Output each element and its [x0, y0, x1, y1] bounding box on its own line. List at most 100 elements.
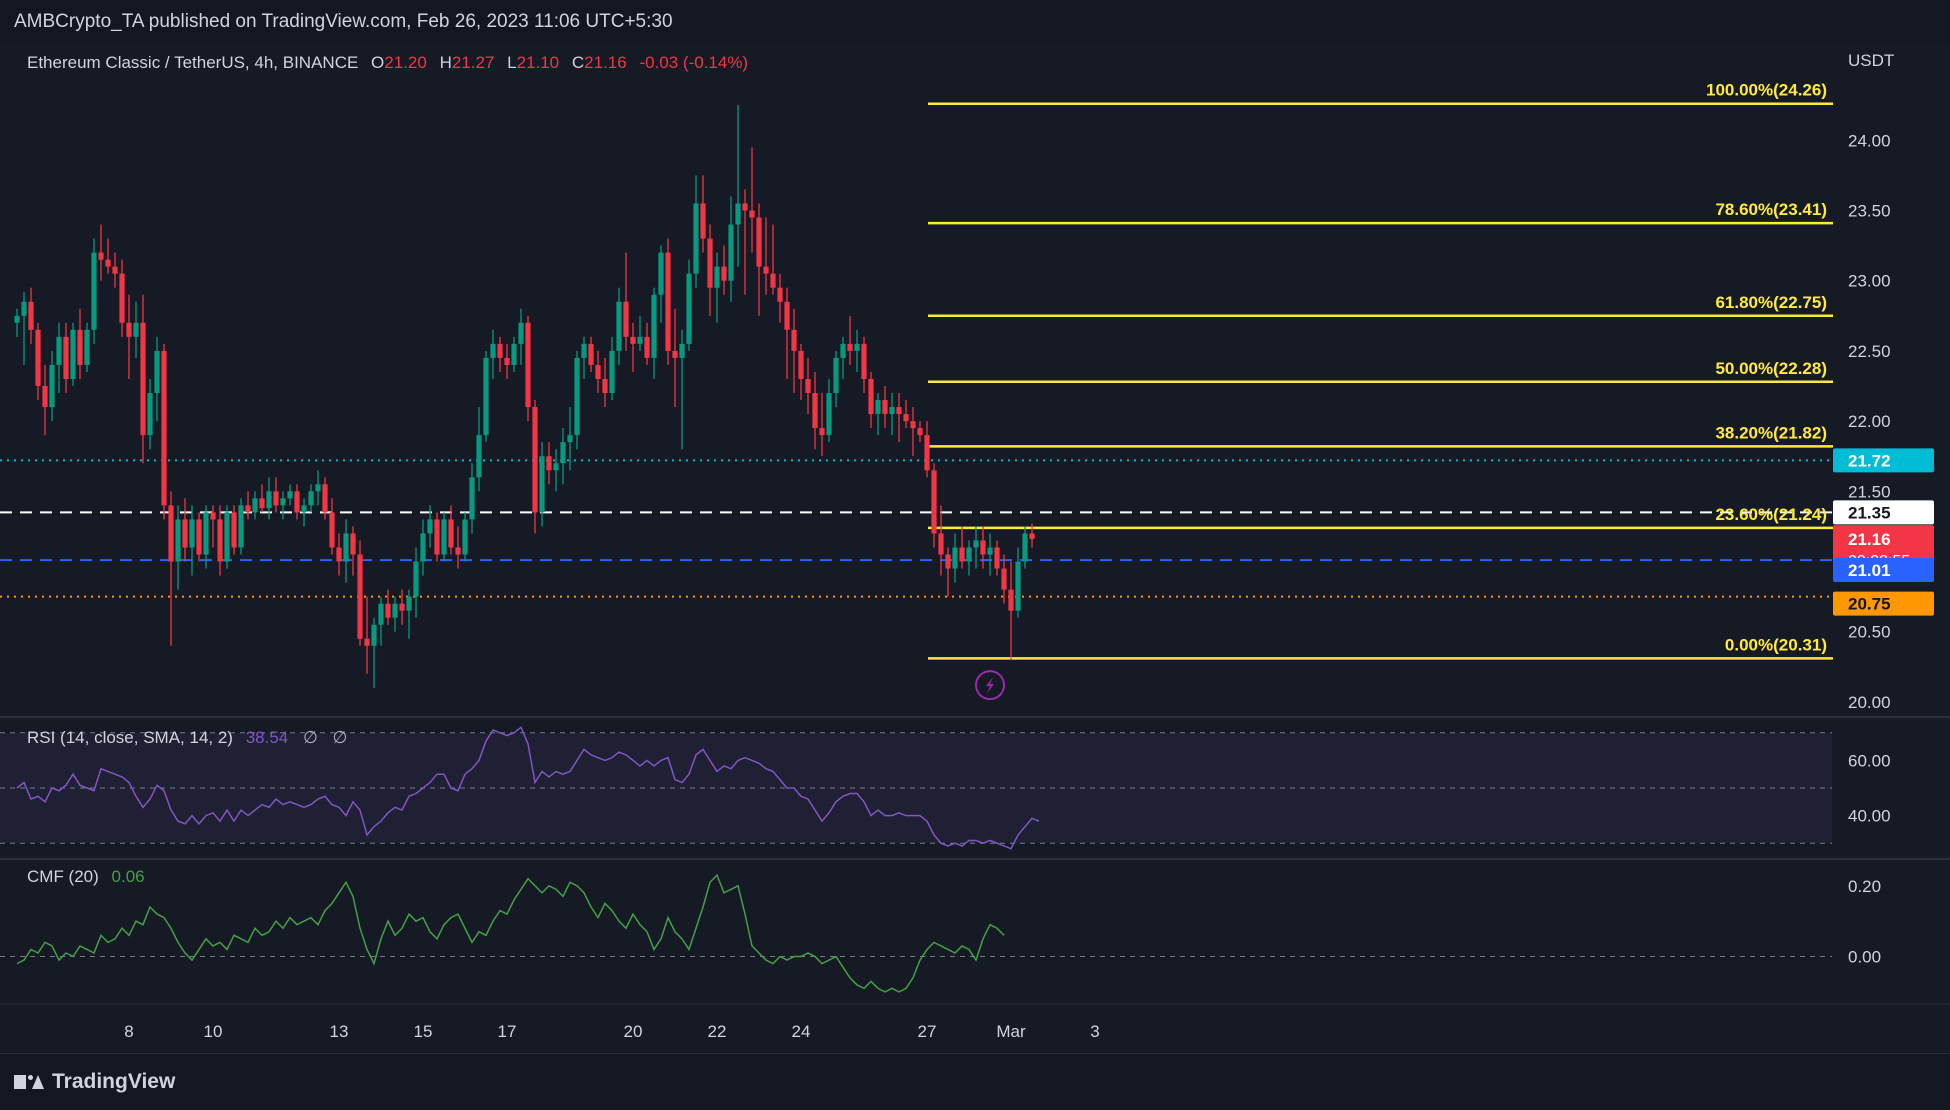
candle-body	[259, 498, 265, 509]
rsi-tick-label: 60.00	[1848, 751, 1891, 770]
candle-body	[595, 364, 601, 379]
candle-body	[84, 329, 90, 365]
date-tick-label: 27	[918, 1022, 937, 1041]
candle-body	[973, 540, 979, 548]
candle-body	[560, 442, 566, 464]
candle-body	[672, 350, 678, 358]
footer: TradingView	[0, 1053, 1950, 1110]
high-value: 21.27	[451, 53, 495, 72]
low-value: 21.10	[516, 53, 560, 72]
candle-body	[224, 512, 230, 562]
candle-body	[364, 638, 370, 646]
price-tick-label: 20.00	[1848, 693, 1891, 712]
candle-body	[896, 407, 902, 415]
candle-body	[294, 491, 300, 513]
candle-body	[581, 343, 587, 358]
candle-body	[392, 603, 398, 618]
candle-body	[798, 350, 804, 379]
fib-level-label: 23.60%(21.24)	[1715, 505, 1827, 524]
symbol-legend: Ethereum Classic / TetherUS, 4h, BINANCE…	[27, 53, 748, 73]
date-tick-label: Mar	[996, 1022, 1026, 1041]
candle-body	[980, 540, 986, 555]
candle-body	[567, 435, 573, 443]
rsi-extra-1: ∅	[302, 728, 318, 747]
candle-body	[588, 343, 594, 365]
candle-body	[14, 315, 20, 323]
candle-body	[959, 547, 965, 562]
cmf-legend: CMF (20) 0.06	[27, 867, 145, 887]
chart-svg[interactable]: 24.00 23.50 23.00 22.50 22.00 21.50 20.50 20.00…	[0, 44, 1950, 1053]
high-label: H	[439, 53, 452, 72]
candle-body	[147, 393, 153, 436]
candle-body	[119, 273, 125, 323]
candle-body	[483, 357, 489, 436]
level-tag-blue-bg	[1833, 557, 1934, 582]
tradingview-logo[interactable]: TradingView	[14, 1070, 175, 1094]
price-tick-label: 23.50	[1848, 201, 1891, 220]
candle-body	[476, 435, 482, 478]
candle-body	[868, 378, 874, 415]
rsi-legend: RSI (14, close, SMA, 14, 2) 38.54 ∅ ∅	[27, 728, 347, 748]
candle-body	[511, 343, 517, 365]
symbol-title: Ethereum Classic / TetherUS, 4h, BINANCE	[27, 53, 359, 72]
candle-body	[889, 407, 895, 415]
candle-body	[189, 519, 195, 548]
candle-body	[385, 603, 391, 618]
cmf-line	[16, 873, 1005, 993]
current-price-tag: 21.16	[1848, 530, 1891, 549]
chart-background	[0, 44, 1950, 1053]
candle-body	[525, 322, 531, 408]
candle-body	[406, 596, 412, 611]
candle-body	[133, 322, 139, 337]
candle-body	[602, 378, 608, 394]
candle-body	[378, 603, 384, 625]
date-tick-label: 22	[708, 1022, 727, 1041]
date-tick-label: 17	[498, 1022, 517, 1041]
level-tag-white-bg	[1833, 500, 1934, 525]
candle-body	[357, 554, 363, 639]
candle-body	[217, 519, 223, 562]
candle-body	[336, 547, 342, 562]
candle-body	[770, 273, 776, 288]
candle-body	[847, 343, 853, 351]
fib-level-label: 78.60%(23.41)	[1715, 200, 1827, 219]
candle-body	[777, 287, 783, 302]
candle-body	[245, 505, 251, 513]
date-tick-label: 24	[792, 1022, 811, 1041]
price-tick-label: 21.50	[1848, 482, 1891, 501]
candle-body	[490, 343, 496, 358]
candle-body	[28, 301, 34, 330]
currency-label: USDT	[1848, 51, 1894, 70]
open-value: 21.20	[384, 53, 427, 72]
candle-body	[448, 519, 454, 548]
candle-body	[1008, 589, 1014, 611]
publish-bar: AMBCrypto_TA published on TradingView.co…	[0, 0, 1950, 45]
candle-body	[931, 470, 937, 534]
rsi-line	[16, 726, 1040, 850]
candle-body	[231, 512, 237, 548]
candle-body	[833, 357, 839, 394]
candle-body	[875, 400, 881, 415]
candle-body	[343, 533, 349, 562]
candle-body	[350, 533, 356, 555]
candle-body	[21, 301, 27, 316]
candle-body	[70, 329, 76, 379]
candle-body	[945, 554, 951, 569]
level-tag-blue: 21.01	[1848, 561, 1891, 580]
candle-body	[42, 386, 48, 408]
fib-level-label: 61.80%(22.75)	[1715, 293, 1827, 312]
candle-body	[784, 301, 790, 330]
lightning-icon	[975, 670, 1005, 701]
low-label: L	[507, 53, 517, 72]
candle-body	[518, 322, 524, 344]
date-tick-label: 8	[124, 1022, 133, 1041]
candle-body	[35, 329, 41, 386]
chart-area[interactable]: 24.00 23.50 23.00 22.50 22.00 21.50 20.50 20.00…	[0, 44, 1950, 1053]
close-value: 21.16	[584, 53, 627, 72]
cmf-tick-label: 0.00	[1848, 948, 1881, 967]
candle-body	[819, 428, 825, 436]
candle-body	[861, 343, 867, 379]
candle-body	[434, 519, 440, 555]
candle-body	[700, 203, 706, 239]
candle-body	[280, 498, 286, 506]
